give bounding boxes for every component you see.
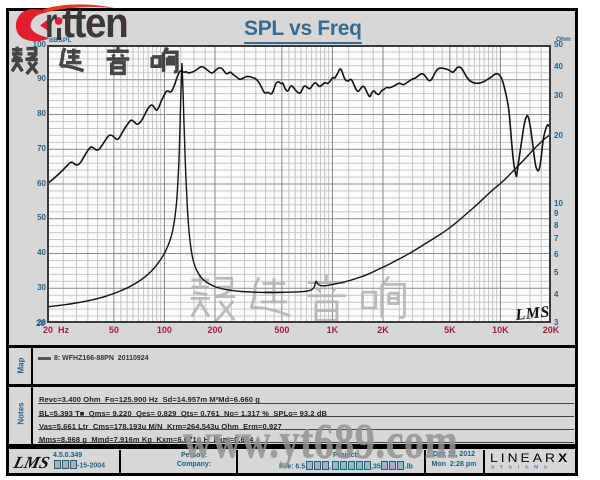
svg-text:LMS: LMS [514,303,551,323]
